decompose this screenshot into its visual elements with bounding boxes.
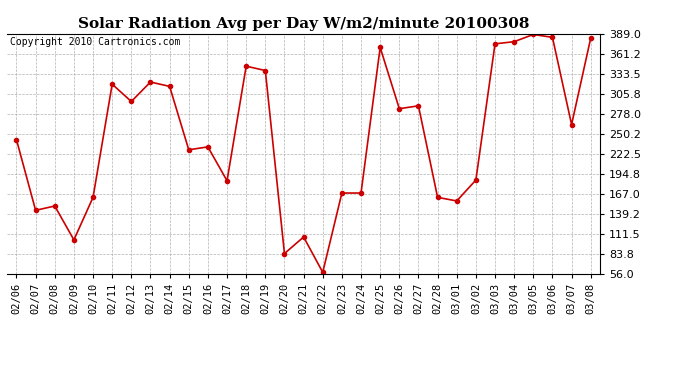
Title: Solar Radiation Avg per Day W/m2/minute 20100308: Solar Radiation Avg per Day W/m2/minute … [78,17,529,31]
Text: Copyright 2010 Cartronics.com: Copyright 2010 Cartronics.com [10,38,180,47]
